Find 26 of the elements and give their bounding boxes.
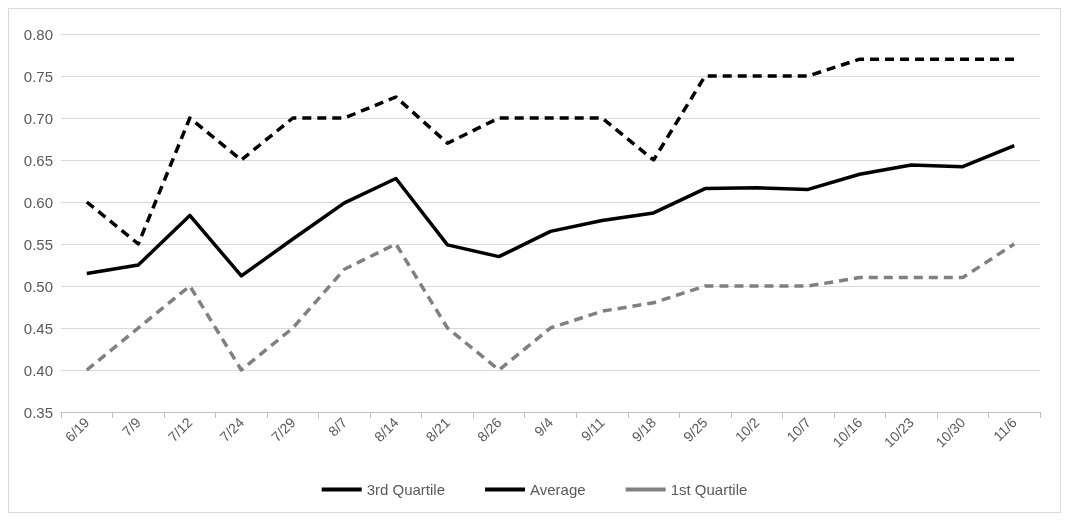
y-tick-label: 0.50 (23, 277, 53, 295)
x-tick-label: 8/21 (422, 414, 454, 445)
legend-label: 1st Quartile (670, 481, 748, 498)
y-tick-label: 0.60 (23, 193, 53, 211)
legend-label: Average (530, 481, 586, 498)
x-tick-label: 8/7 (324, 414, 351, 440)
y-tick-label: 0.70 (23, 109, 53, 127)
line-series (85, 57, 1016, 246)
y-tick-label: 0.55 (23, 235, 53, 253)
x-tick-label: 9/4 (531, 414, 557, 440)
y-tick-label: 0.75 (23, 67, 53, 85)
line-series (85, 143, 1016, 278)
y-tick-label: 0.65 (23, 151, 53, 169)
y-tick-label: 0.40 (23, 361, 53, 379)
x-tick-label: 11/6 (990, 414, 1021, 445)
x-tick-label: 9/11 (577, 414, 608, 445)
x-tick-label: 7/12 (164, 414, 196, 445)
line-series (85, 242, 1016, 372)
x-tick-label: 7/24 (216, 414, 248, 445)
x-tick-label: 7/9 (118, 414, 145, 440)
legend-label: 3rd Quartile (366, 481, 446, 498)
y-tick-label: 0.35 (23, 403, 53, 421)
y-tick-label: 0.45 (23, 319, 53, 337)
x-tick-label: 6/19 (61, 414, 93, 445)
x-tick-label: 7/29 (267, 414, 299, 445)
y-tick-label: 0.80 (23, 25, 53, 43)
